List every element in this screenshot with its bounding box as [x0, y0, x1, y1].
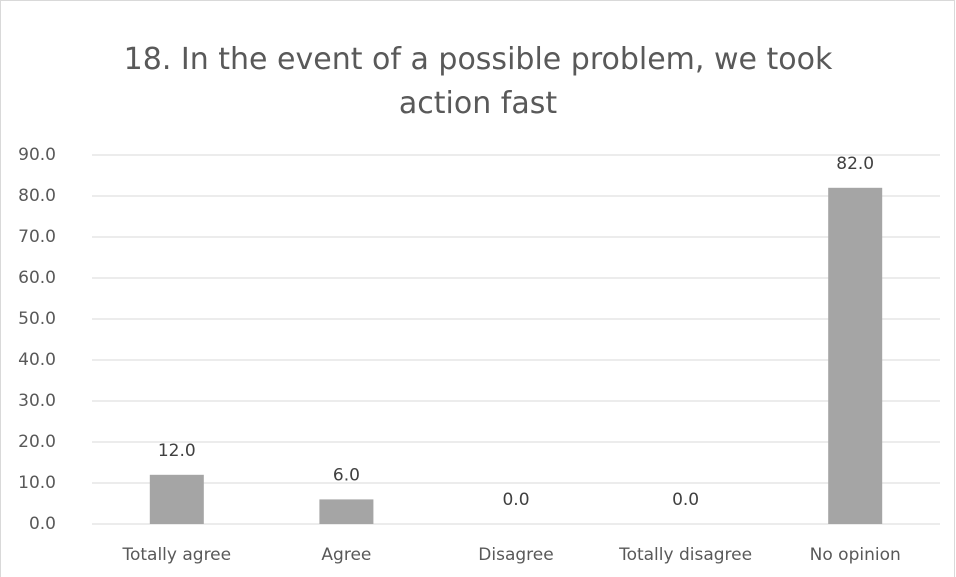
data-label: 6.0 — [333, 465, 360, 485]
y-tick-label: 50.0 — [18, 309, 56, 329]
chart-title: 18. In the event of a possible problem, … — [123, 42, 833, 121]
x-tick-label: Totally agree — [121, 545, 231, 565]
data-label: 82.0 — [836, 154, 874, 174]
y-tick-label: 80.0 — [18, 186, 56, 206]
bar — [149, 474, 204, 524]
x-tick-label: Totally disagree — [618, 545, 752, 565]
y-tick-label: 40.0 — [18, 350, 56, 370]
y-tick-label: 30.0 — [18, 391, 56, 411]
y-tick-label: 70.0 — [18, 227, 56, 247]
x-tick-label: No opinion — [810, 545, 901, 565]
data-label: 12.0 — [158, 441, 196, 461]
y-tick-label: 90.0 — [18, 145, 56, 165]
bar — [828, 187, 883, 525]
data-label: 0.0 — [672, 490, 699, 510]
bar — [319, 499, 374, 524]
x-tick-label: Disagree — [478, 545, 553, 565]
y-tick-label: 20.0 — [18, 432, 56, 452]
y-tick-label: 60.0 — [18, 268, 56, 288]
y-tick-label: 0.0 — [29, 514, 56, 534]
x-tick-label: Agree — [321, 545, 371, 565]
data-label: 0.0 — [502, 490, 529, 510]
y-tick-label: 10.0 — [18, 473, 56, 493]
